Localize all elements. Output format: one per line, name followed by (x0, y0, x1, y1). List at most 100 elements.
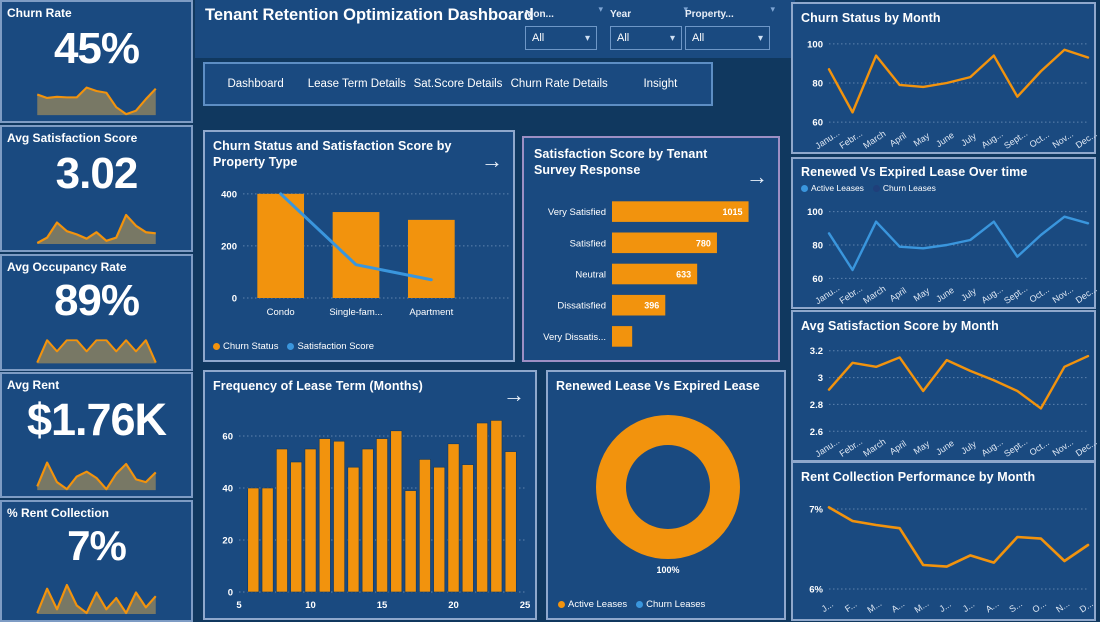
kpi-card-avg-rent[interactable]: Avg Rent $1.76K (0, 372, 193, 498)
kpi-card-churn-rate[interactable]: Churn Rate 45% (0, 0, 193, 123)
kpi-label: Avg Satisfaction Score (7, 131, 138, 145)
svg-text:780: 780 (696, 238, 711, 248)
chart-legend: Churn Status Satisfaction Score (213, 341, 374, 352)
svg-text:40: 40 (222, 484, 233, 495)
slicer-year[interactable]: Year ▾ All ▾ (610, 4, 688, 50)
svg-text:80: 80 (812, 79, 823, 90)
svg-text:May: May (912, 130, 932, 148)
svg-text:0: 0 (232, 294, 237, 305)
tab-dashboard[interactable]: Dashboard (227, 78, 284, 90)
drillthrough-arrow-icon[interactable]: → (481, 148, 503, 173)
survey-chart-plot: Very Satisfied 1015 Satisfied 780 Neutral 633… (524, 192, 782, 356)
svg-text:May: May (912, 285, 932, 303)
svg-text:20: 20 (222, 536, 233, 547)
svg-text:Apartment: Apartment (409, 307, 453, 318)
svg-text:N...: N... (1054, 598, 1071, 614)
chart-card-avg-satisfaction-by-month[interactable]: Avg Satisfaction Score by Month 2.6 2.8 3 3… (791, 310, 1099, 462)
svg-text:15: 15 (377, 600, 388, 611)
slicer-month[interactable]: Mon... ▾ All ▾ (525, 4, 603, 50)
svg-text:Janu...: Janu... (813, 436, 841, 459)
chevron-down-icon: ▾ (683, 4, 688, 14)
legend-label: Churn Leases (882, 183, 936, 193)
chart-legend: Active Leases Churn Leases (801, 183, 936, 193)
chart-title: Churn Status by Month (801, 11, 941, 25)
chart-card-renewed-vs-expired-over-time[interactable]: Renewed Vs Expired Lease Over time Activ… (791, 157, 1099, 309)
svg-text:Oct...: Oct... (1028, 437, 1051, 457)
svg-text:Aug...: Aug... (980, 437, 1005, 458)
chart-card-rent-collection-by-month[interactable]: Rent Collection Performance by Month 6% 7… (791, 461, 1096, 621)
svg-text:Febr...: Febr... (837, 128, 864, 151)
chart-card-churn-by-property-type[interactable]: Churn Status and Satisfaction Score by P… (203, 130, 515, 362)
lease-term-plot: 0 20 40 60 5 10 15 20 25 (205, 400, 539, 618)
svg-text:Dissatisfied: Dissatisfied (557, 301, 606, 312)
kpi-card-rent-collection[interactable]: % Rent Collection 7% (0, 500, 193, 622)
svg-text:July: July (959, 286, 978, 304)
svg-text:633: 633 (676, 270, 691, 280)
svg-text:200: 200 (221, 241, 237, 252)
svg-text:100: 100 (807, 207, 823, 218)
legend-label: Churn Leases (646, 599, 706, 610)
kpi-sparkline (2, 206, 191, 246)
svg-text:Nov...: Nov... (1051, 284, 1076, 305)
donut-plot: 100% (548, 398, 788, 588)
kpi-sparkline (2, 333, 191, 365)
legend-item: Churn Leases (872, 183, 936, 193)
chart-title: Renewed Vs Expired Lease Over time (801, 165, 1028, 179)
svg-text:0: 0 (228, 588, 233, 599)
svg-text:60: 60 (812, 274, 823, 285)
legend-item: Active Leases (558, 599, 627, 610)
svg-text:Dec...: Dec... (1074, 284, 1099, 305)
legend-label: Satisfaction Score (297, 341, 375, 352)
chart-card-renewed-vs-expired[interactable]: Renewed Lease Vs Expired Lease 100% Acti… (546, 370, 786, 620)
svg-text:Single-fam...: Single-fam... (329, 307, 382, 318)
tab-lease-term-details[interactable]: Lease Term Details (307, 78, 406, 90)
slicer-month-dropdown[interactable]: All ▾ (525, 26, 597, 50)
slicer-month-value: All (532, 32, 545, 44)
svg-text:A...: A... (984, 599, 1001, 615)
svg-text:Oct...: Oct... (1028, 284, 1051, 304)
tab-sat-score-details[interactable]: Sat.Score Details (413, 78, 503, 90)
slicer-property-dropdown[interactable]: All ▾ (685, 26, 770, 50)
slicer-property-label: Property... (685, 9, 734, 20)
renewed-month-plot: 60 80 100 Janu... Febr... March April May June Ju… (793, 197, 1099, 307)
rent-month-plot: 6% 7% J... F... M... A... M... J... J... A... S...… (793, 489, 1098, 619)
chart-card-satisfaction-by-survey[interactable]: Satisfaction Score by Tenant Survey Resp… (522, 136, 780, 362)
svg-text:Febr...: Febr... (837, 283, 864, 306)
kpi-value: 3.02 (55, 149, 139, 198)
svg-text:3: 3 (818, 373, 823, 384)
kpi-label: Churn Rate (7, 6, 72, 20)
kpi-value: 45% (53, 24, 140, 73)
slicer-year-dropdown[interactable]: All ▾ (610, 26, 682, 50)
legend-item: Churn Status (213, 341, 278, 352)
svg-text:2.8: 2.8 (810, 400, 823, 411)
slicer-year-value: All (617, 32, 630, 44)
kpi-value: $1.76K (26, 394, 167, 445)
chart-title: Renewed Lease Vs Expired Lease (556, 379, 760, 393)
svg-text:Neutral: Neutral (575, 270, 606, 281)
svg-text:J...: J... (961, 599, 977, 614)
svg-text:3.2: 3.2 (810, 346, 823, 357)
chart-card-lease-term-frequency[interactable]: Frequency of Lease Term (Months) → 0 20 40… (203, 370, 537, 620)
svg-text:1015: 1015 (723, 207, 743, 217)
legend-swatch (287, 343, 295, 350)
drillthrough-arrow-icon[interactable]: → (503, 382, 525, 407)
tab-insight[interactable]: Insight (643, 78, 678, 90)
tab-churn-rate-details[interactable]: Churn Rate Details (510, 78, 608, 90)
svg-text:April: April (888, 285, 909, 303)
svg-text:Nov...: Nov... (1051, 129, 1076, 150)
svg-text:June: June (934, 285, 956, 304)
slicer-property[interactable]: Property... ▾ All ▾ (685, 4, 775, 50)
kpi-card-avg-occupancy-rate[interactable]: Avg Occupancy Rate 89% (0, 254, 193, 371)
chart-card-churn-status-by-month[interactable]: Churn Status by Month 60 80 100 Janu... Febr… (791, 2, 1099, 154)
svg-text:Nov...: Nov... (1051, 437, 1076, 458)
kpi-card-avg-satisfaction-score[interactable]: Avg Satisfaction Score 3.02 (0, 125, 193, 252)
svg-text:May: May (912, 438, 932, 456)
legend-swatch (636, 601, 644, 608)
drillthrough-arrow-icon[interactable]: → (746, 164, 768, 189)
svg-text:Janu...: Janu... (813, 128, 841, 151)
svg-text:Janu...: Janu... (813, 283, 841, 306)
legend-label: Active Leases (568, 599, 628, 610)
kpi-value: 89% (53, 276, 140, 325)
slicer-year-label: Year (610, 9, 632, 20)
